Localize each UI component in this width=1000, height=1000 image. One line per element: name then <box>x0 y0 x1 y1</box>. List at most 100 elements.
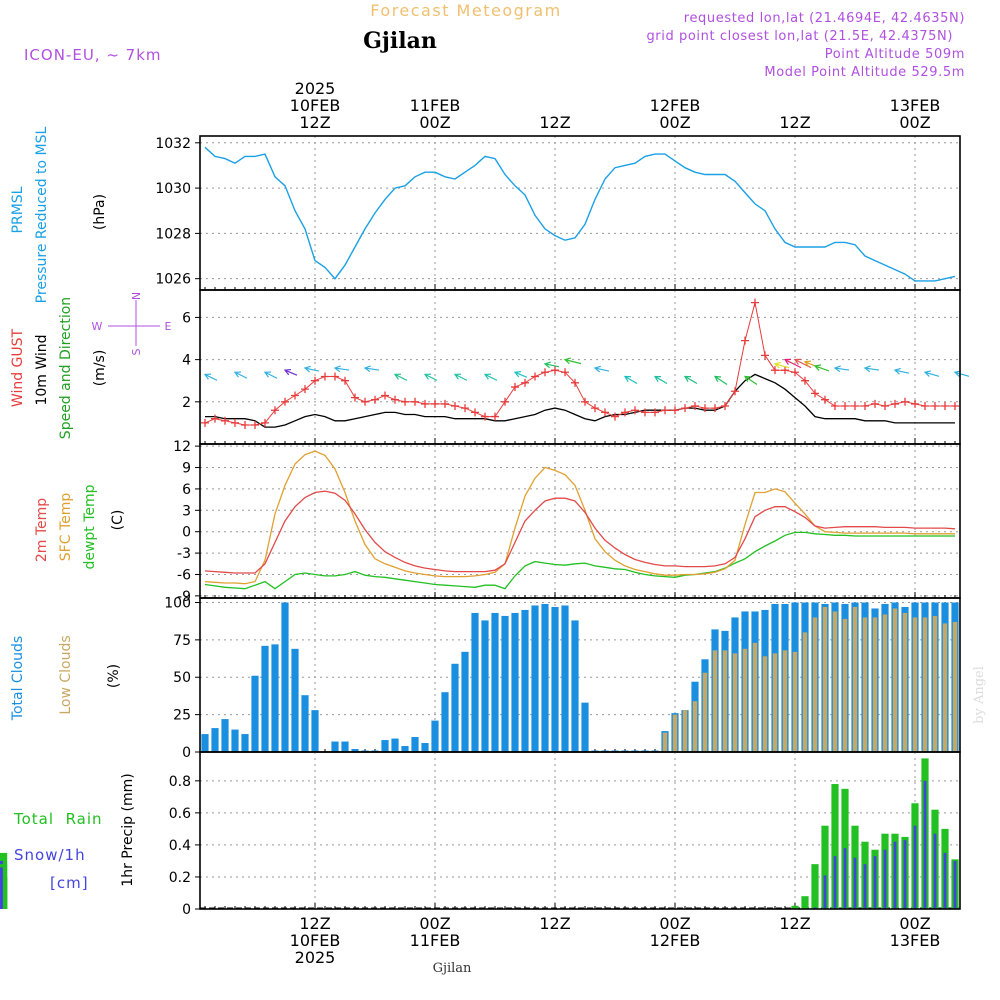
wind-gust-marker <box>421 399 429 408</box>
total-cloud-bar <box>221 719 229 752</box>
wind-direction-arrow <box>203 373 218 381</box>
low-cloud-bar <box>932 615 938 752</box>
wind-gust-marker <box>251 421 259 430</box>
wind-gust-marker <box>881 402 889 411</box>
wind-gust-marker <box>211 414 219 423</box>
low-cloud-bar <box>802 632 808 752</box>
snow-bar <box>813 907 817 909</box>
wind-gust-marker <box>781 366 789 375</box>
temp-ytick-label: 12 <box>173 439 191 455</box>
total-cloud-bar <box>471 612 479 752</box>
wind-ytick-label: 6 <box>182 310 191 326</box>
wind-gust-marker <box>381 391 389 400</box>
low-cloud-bar <box>862 617 868 752</box>
total-cloud-bar <box>551 606 559 752</box>
wind-gust-marker <box>751 298 759 307</box>
low-cloud-bar <box>892 608 898 752</box>
wind-direction-arrow <box>683 375 698 385</box>
wind-gust-marker <box>561 368 569 377</box>
precip-ytick-label: 0.8 <box>169 774 191 790</box>
low-cloud-bar <box>682 710 688 752</box>
temperature-labels: 2m Temp SFC Temp dewpt Temp (C) <box>34 484 126 569</box>
snow-bar <box>863 864 867 909</box>
snow-bar <box>913 825 917 909</box>
low-cloud-bar <box>832 611 838 752</box>
surface-temp-line <box>204 450 955 585</box>
low-cloud-bar <box>692 701 698 752</box>
cloud-labels: Total Clouds Low Clouds (%) <box>10 635 122 721</box>
location-title: Gjilan <box>363 28 437 54</box>
snow-bar <box>893 841 897 909</box>
wind-gust-marker <box>261 418 269 427</box>
wind-gust-marker <box>871 399 879 408</box>
wind-gust-marker <box>481 412 489 421</box>
compass-north: N <box>130 292 143 300</box>
total-cloud-bar <box>431 720 439 752</box>
bottom-time-label: 12FEB <box>650 931 701 950</box>
wind-gust-marker <box>531 372 539 381</box>
wind-gust-marker <box>311 376 319 385</box>
wind-direction-arrow <box>593 365 610 373</box>
cloud-ytick-label: 0 <box>182 745 191 761</box>
total-cloud-bar <box>581 702 589 752</box>
temp-label-sfc: SFC Temp <box>58 493 74 562</box>
pressure-ytick-label: 1030 <box>155 181 191 197</box>
total-cloud-bar <box>341 741 349 752</box>
wind-gust-marker <box>711 404 719 413</box>
total-cloud-bar <box>311 710 319 752</box>
wind-gust-marker <box>861 402 869 411</box>
low-cloud-bar <box>952 621 958 752</box>
snow-bar <box>0 867 3 909</box>
snow-bar <box>923 780 927 909</box>
wind-gust-marker <box>541 368 549 377</box>
wind-gust-marker <box>511 383 519 392</box>
bottom-time-label: 12Z <box>779 914 810 933</box>
rain-bar <box>791 905 799 909</box>
top-time-label: 12Z <box>539 113 570 132</box>
bottom-time-label: 00Z <box>419 914 450 933</box>
low-cloud-bar <box>902 612 908 752</box>
wind-direction-arrow <box>773 361 790 369</box>
wind-labels: Wind GUST 10m Wind Speed and Direction (… <box>10 292 172 439</box>
low-cloud-bar <box>772 653 778 752</box>
total-cloud-bar <box>541 603 549 752</box>
precip-panel: 0 0.2 0.4 0.6 0.8 <box>0 751 961 918</box>
wind-gust-marker <box>281 397 289 406</box>
temp-ytick-label: 6 <box>182 482 191 498</box>
bottom-time-label: 00Z <box>659 914 690 933</box>
rain-bar <box>811 864 819 909</box>
wind-gust-marker <box>851 402 859 411</box>
total-cloud-bar <box>481 620 489 752</box>
cloud-label-low: Low Clouds <box>58 635 74 714</box>
wind-panel: 2 4 6 <box>182 289 970 445</box>
temp-ytick-label: 9 <box>182 461 191 477</box>
pressure-ytick-label: 1032 <box>155 136 191 152</box>
wind-gust-marker <box>721 402 729 411</box>
low-cloud-bar <box>782 650 788 752</box>
wind-gust-marker <box>321 372 329 381</box>
snow-bar <box>943 852 947 909</box>
snow-bar <box>833 856 837 909</box>
wind-gust-marker <box>601 408 609 417</box>
low-cloud-bar <box>812 617 818 752</box>
compass-west: W <box>92 320 103 333</box>
snow-bar <box>903 840 907 909</box>
snow-bar <box>883 849 887 909</box>
snow-bar <box>953 860 957 909</box>
credit-watermark: by Angel <box>972 666 987 724</box>
wind-direction-arrow <box>333 365 350 373</box>
wind-gust-marker <box>521 378 529 387</box>
top-time-label: 2025 <box>295 79 336 98</box>
wind-gust-marker <box>221 416 229 425</box>
low-cloud-bar <box>722 650 728 752</box>
total-cloud-bar <box>441 692 449 752</box>
temp-ytick-label: -6 <box>177 567 191 583</box>
low-cloud-bar <box>822 606 828 752</box>
wind-gust-marker <box>201 418 209 427</box>
low-cloud-bar <box>712 650 718 752</box>
temperature-panel: -9 -6 -3 0 3 6 9 12 <box>173 439 961 605</box>
temp-ytick-label: 0 <box>182 525 191 541</box>
wind-direction-arrow <box>813 364 830 372</box>
wind-direction-arrow <box>743 375 758 385</box>
